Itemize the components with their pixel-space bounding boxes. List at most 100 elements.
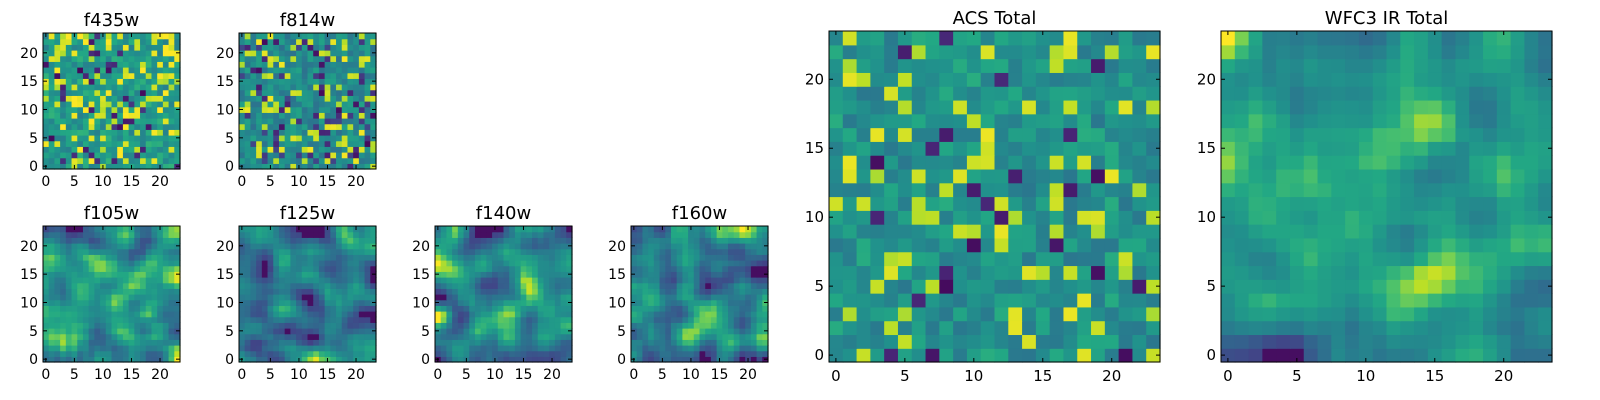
heatmap-cell [1427,224,1443,239]
heatmap-cell [273,146,280,153]
heatmap-cell [856,237,871,253]
heatmap-cell [953,265,968,280]
heatmap-cell [60,67,67,74]
heatmap-cell [71,254,78,261]
heatmap-cell [100,140,107,147]
heatmap-cell [884,320,899,336]
heatmap-cell [636,277,644,284]
heatmap-cell [336,254,343,261]
heatmap-cell [347,305,354,312]
heatmap-cell [353,305,360,312]
heatmap-cell [105,95,113,102]
heatmap-cell [659,322,666,329]
heatmap-cell [296,299,303,306]
heatmap-cell [324,55,331,62]
heatmap-cell [157,265,164,272]
heatmap-cell [733,333,741,340]
heatmap-cell [117,237,124,244]
heatmap-cell [1091,237,1106,253]
heatmap-cell [503,299,510,306]
heatmap-cell [980,44,996,60]
heatmap-cell [665,254,672,261]
heatmap-cell [739,294,746,301]
heatmap-cell [1022,44,1037,60]
heatmap-cell [77,260,84,267]
heatmap-cell [157,95,164,102]
heatmap-cell [728,277,735,284]
heatmap-cell [1063,182,1078,198]
heatmap-cell [446,305,453,312]
heatmap-cell [250,345,257,352]
heatmap-cell [543,248,550,255]
heatmap-cell [54,237,61,244]
heatmap-cell [278,50,286,57]
heatmap-cell [88,163,95,170]
heatmap-cell [1469,224,1484,239]
heatmap-cell [728,254,735,261]
heatmap-cell [1496,224,1512,239]
heatmap-cell [682,305,689,312]
heatmap-cell [48,328,56,335]
heatmap-cell [267,38,274,45]
heatmap-cell [1063,72,1078,87]
heatmap-cell [117,254,124,261]
heatmap-cell [336,72,343,79]
heatmap-cell [1317,141,1332,156]
heatmap-cell [250,112,257,119]
heatmap-cell [966,279,982,294]
heatmap-cell [94,112,101,119]
heatmap-cell [105,152,113,159]
heatmap-cell [1289,155,1305,170]
heatmap-cell [347,123,354,130]
heatmap-cell [457,311,465,318]
heatmap-cell [440,311,448,318]
heatmap-cell [1008,306,1023,322]
heatmap-cell [94,305,101,312]
heatmap-cell [710,294,718,301]
heatmap-cell [566,248,573,255]
heatmap-cell [1049,306,1065,322]
heatmap-cell [1303,210,1319,225]
heatmap-cell [705,350,712,357]
heatmap-cell [1008,237,1023,253]
heatmap-cell [117,356,124,363]
heatmap-cell [682,248,689,255]
heatmap-cell [1248,44,1263,60]
heatmap-cell [665,265,672,272]
heatmap-cell [503,243,510,250]
heatmap-cell [261,106,269,113]
heatmap-cell [1538,168,1553,184]
heatmap-cell [1469,265,1484,280]
heatmap-cell [134,157,141,164]
heatmap-cell [1104,72,1120,87]
heatmap-cell [1510,31,1526,46]
heatmap-cell [82,112,90,119]
heatmap-cell [65,135,73,142]
heatmap-cell [65,288,73,295]
heatmap-cell [364,226,371,233]
heatmap-cell [1262,99,1277,115]
heatmap-cell [509,328,516,335]
heatmap-cell [278,106,286,113]
heatmap-cell [514,282,522,289]
heatmap-cell [168,78,175,85]
heatmap-cell [122,226,130,233]
heatmap-cell [174,277,181,284]
heatmap-cell [82,322,90,329]
heatmap-cell [469,350,476,357]
heatmap-cell [1221,210,1236,225]
heatmap-cell [486,282,493,289]
heatmap-cell [364,316,371,323]
heatmap-cell [480,260,487,267]
heatmap-cell [273,237,280,244]
heatmap-cell [162,135,170,142]
heatmap-cell [290,237,297,244]
heatmap-cell [1276,31,1291,46]
heatmap-cell [1483,293,1498,308]
heatmap-cell [1104,348,1120,363]
heatmap-cell [296,288,303,295]
heatmap-cell [560,350,567,357]
heatmap-cell [1132,127,1147,142]
heatmap-cell [452,333,459,340]
heatmap-cell [162,226,170,233]
